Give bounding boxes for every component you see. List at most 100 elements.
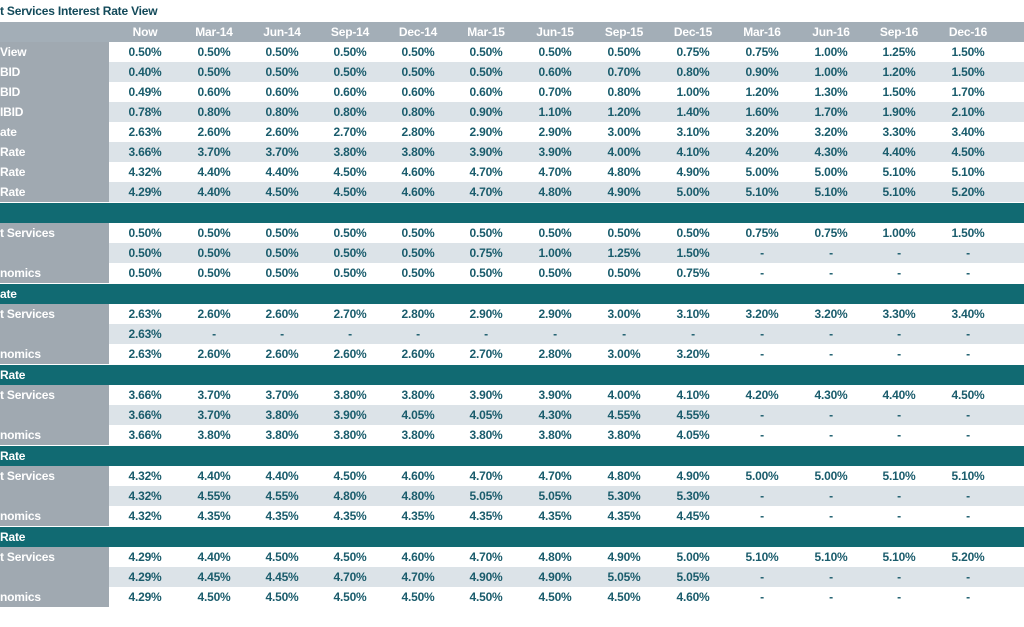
table-cell: 4.50% xyxy=(333,185,367,199)
table-cell: 4.20% xyxy=(745,388,779,402)
section-band: Rate xyxy=(0,527,1024,547)
table-cell: - xyxy=(966,570,970,584)
table-cell: 3.80% xyxy=(333,145,367,159)
table-cell: 1.90% xyxy=(882,105,916,119)
table-cell: 4.40% xyxy=(882,145,916,159)
table-cell: 1.40% xyxy=(676,105,710,119)
table-cell: 0.50% xyxy=(197,266,231,280)
summary-row: BID 0.49% 0.60% 0.60% 0.60% 0.60% 0.60% 0.70% 0.… xyxy=(0,82,1024,102)
table-cell: 2.80% xyxy=(401,125,435,139)
table-cell: 4.90% xyxy=(469,570,503,584)
table-cell: 0.60% xyxy=(197,85,231,99)
table-cell: 5.10% xyxy=(814,550,848,564)
table-cell: - xyxy=(416,327,420,341)
table-cell: 0.90% xyxy=(469,105,503,119)
table-cell: 4.60% xyxy=(401,185,435,199)
table-cell: - xyxy=(829,327,833,341)
table-cell: 4.80% xyxy=(538,550,572,564)
table-cell: 0.50% xyxy=(333,246,367,260)
column-header: Dec-15 xyxy=(673,25,713,39)
table-cell: - xyxy=(829,590,833,604)
table-cell: 4.32% xyxy=(128,509,162,523)
table-cell: 3.90% xyxy=(333,408,367,422)
table-cell: 4.35% xyxy=(607,509,641,523)
table-cell: 4.60% xyxy=(401,165,435,179)
table-cell: 5.10% xyxy=(882,469,916,483)
table-cell: 4.20% xyxy=(745,145,779,159)
table-cell: - xyxy=(760,509,764,523)
table-cell: 3.00% xyxy=(607,347,641,361)
table-cell: 2.60% xyxy=(265,125,299,139)
table-cell: 0.80% xyxy=(333,105,367,119)
table-cell: 2.70% xyxy=(469,347,503,361)
table-cell: 0.50% xyxy=(469,266,503,280)
table-cell: 4.35% xyxy=(401,509,435,523)
table-cell: 3.70% xyxy=(197,145,231,159)
table-cell: - xyxy=(760,590,764,604)
table-cell: 5.30% xyxy=(607,489,641,503)
table-cell: - xyxy=(553,327,557,341)
table-cell: 5.00% xyxy=(814,165,848,179)
table-cell: 4.70% xyxy=(538,165,572,179)
table-cell: 0.80% xyxy=(197,105,231,119)
table-cell: 4.60% xyxy=(401,469,435,483)
row-label: Rate xyxy=(0,182,109,202)
table-cell: 3.10% xyxy=(676,125,710,139)
table-cell: 2.70% xyxy=(333,307,367,321)
table-cell: 3.80% xyxy=(469,428,503,442)
table-cell: 5.05% xyxy=(607,570,641,584)
table-cell: 4.70% xyxy=(469,185,503,199)
table-cell: 4.29% xyxy=(128,185,162,199)
table-cell: - xyxy=(897,509,901,523)
table-cell: 3.20% xyxy=(814,125,848,139)
table-cell: 3.80% xyxy=(333,428,367,442)
table-cell: - xyxy=(484,327,488,341)
table-cell: 4.50% xyxy=(333,469,367,483)
table-cell: 4.40% xyxy=(197,550,231,564)
table-cell: 4.40% xyxy=(197,185,231,199)
table-cell: 4.70% xyxy=(333,570,367,584)
table-cell: 0.50% xyxy=(607,226,641,240)
table-cell: 4.90% xyxy=(676,165,710,179)
table-cell: 2.63% xyxy=(128,125,162,139)
forecast-row: t Services 2.63% 2.60% 2.60% 2.70% 2.80% 2.90%… xyxy=(0,304,1024,324)
section-title xyxy=(0,203,109,223)
table-cell: 3.80% xyxy=(401,388,435,402)
table-cell: 4.50% xyxy=(951,145,985,159)
column-header: Jun-14 xyxy=(263,25,301,39)
table-cell: 4.70% xyxy=(469,550,503,564)
table-cell: 2.63% xyxy=(128,347,162,361)
table-cell: 5.20% xyxy=(951,550,985,564)
row-label: nomics xyxy=(0,263,109,283)
summary-row: BID 0.40% 0.50% 0.50% 0.50% 0.50% 0.50% 0.60% 0.… xyxy=(0,62,1024,82)
table-cell: - xyxy=(897,590,901,604)
table-cell: - xyxy=(966,428,970,442)
table-cell: 2.60% xyxy=(197,125,231,139)
row-label: Rate xyxy=(0,162,109,182)
column-header: Sep-16 xyxy=(879,25,919,39)
column-header-row: Now Mar-14 Jun-14 Sep-14 Dec-14 Mar-15 Jun-15 S… xyxy=(0,22,1024,42)
table-cell: 4.40% xyxy=(265,165,299,179)
table-cell: 3.80% xyxy=(607,428,641,442)
table-cell: 3.40% xyxy=(951,125,985,139)
table-cell: 3.00% xyxy=(607,307,641,321)
table-cell: 4.50% xyxy=(401,590,435,604)
table-cell: 4.50% xyxy=(538,590,572,604)
table-cell: 0.50% xyxy=(607,266,641,280)
table-cell: 3.30% xyxy=(882,125,916,139)
table-cell: 4.35% xyxy=(333,509,367,523)
table-cell: 5.10% xyxy=(814,185,848,199)
table-cell: 0.50% xyxy=(469,45,503,59)
table-cell: 3.40% xyxy=(951,307,985,321)
table-cell: 2.90% xyxy=(538,307,572,321)
table-cell: 3.20% xyxy=(745,307,779,321)
column-header: Dec-16 xyxy=(948,25,988,39)
forecast-row: nomics 4.32% 4.35% 4.35% 4.35% 4.35% 4.35% 4.35… xyxy=(0,506,1024,526)
table-cell: 5.00% xyxy=(676,550,710,564)
row-label: Rate xyxy=(0,142,109,162)
table-cell: 4.00% xyxy=(607,388,641,402)
table-cell: 2.10% xyxy=(951,105,985,119)
table-cell: 4.35% xyxy=(469,509,503,523)
table-cell: 0.60% xyxy=(401,85,435,99)
table-cell: 0.75% xyxy=(469,246,503,260)
